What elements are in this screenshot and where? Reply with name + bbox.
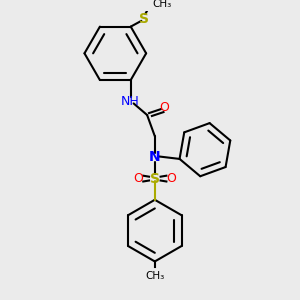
Text: NH: NH [120,95,139,108]
Text: N: N [149,150,160,164]
Text: S: S [139,12,149,26]
Text: O: O [160,101,170,114]
Text: S: S [150,172,160,186]
Text: O: O [134,172,143,185]
Text: CH₃: CH₃ [145,271,164,281]
Text: O: O [166,172,176,185]
Text: CH₃: CH₃ [152,0,171,8]
